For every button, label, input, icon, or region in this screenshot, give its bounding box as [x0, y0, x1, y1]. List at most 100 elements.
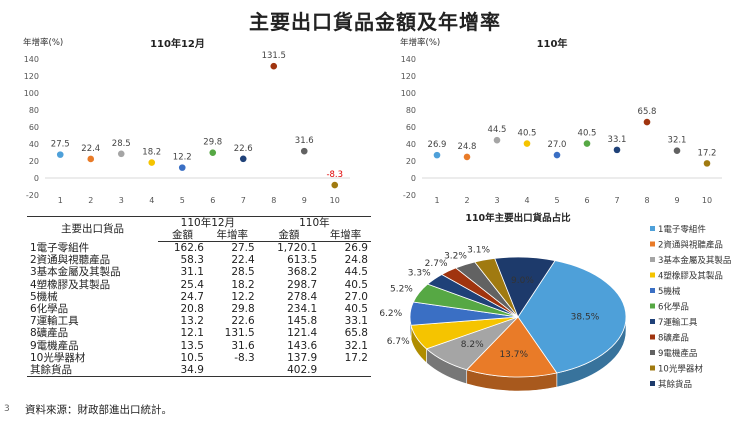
table-cell-value	[207, 364, 258, 376]
data-point	[643, 118, 651, 126]
x-tick-label: 3	[119, 196, 124, 205]
legend-swatch	[650, 257, 655, 262]
table-header-year: 110年	[299, 217, 330, 229]
legend-label: 其餘貨品	[658, 379, 692, 390]
table-cell-item: 6化學品	[30, 303, 69, 316]
table-header-item: 主要出口貨品	[61, 223, 125, 236]
data-point	[463, 153, 471, 161]
data-point	[209, 149, 217, 156]
table-subheader: 金額	[257, 229, 321, 242]
legend-swatch	[650, 381, 655, 386]
table-cell-value: 13.2	[180, 315, 204, 328]
table-cell-value: 613.5	[287, 254, 318, 267]
x-tick-label: 7	[241, 196, 246, 205]
data-point	[148, 159, 156, 166]
y-tick-label: 20	[29, 157, 39, 166]
table-row: 9電機產品 13.5 31.6 143.6 32.1	[27, 340, 371, 352]
table-row: 7運輸工具 13.2 22.6 145.8 33.1	[27, 315, 371, 327]
data-label: 27.5	[51, 140, 70, 150]
legend-swatch	[650, 226, 655, 231]
table-row: 1電子零組件 162.6 27.5 1,720.1 26.9	[27, 242, 371, 255]
table-cell-value: 17.2	[344, 351, 368, 364]
pie-slice-label: 13.7%	[499, 350, 528, 360]
table-row: 8礦產品 12.1 131.5 121.4 65.8	[27, 327, 371, 339]
legend-swatch	[650, 288, 655, 293]
legend-label: 10光學器材	[658, 364, 703, 375]
data-label: 12.2	[173, 153, 192, 163]
table-header-month: 110年12月	[180, 217, 236, 229]
legend-swatch	[650, 272, 655, 278]
x-tick-label: 1	[434, 196, 439, 205]
legend-swatch	[650, 241, 655, 247]
table-cell-item: 4塑橡膠及其製品	[30, 278, 111, 291]
table-row: 10光學器材 10.5 -8.3 137.9 17.2	[27, 352, 371, 364]
table-cell-value: 34.9	[180, 364, 204, 377]
pie-slice-label: 8.2%	[461, 340, 484, 350]
legend-label: 6化學品	[658, 302, 689, 313]
table-row: 4塑橡膠及其製品 25.4 18.2 298.7 40.5	[27, 279, 371, 291]
legend-label: 8礦產品	[658, 333, 689, 344]
x-tick-label: 4	[149, 196, 154, 205]
table-cell-value: 27.0	[344, 290, 368, 303]
table-cell-value: 137.9	[287, 351, 318, 364]
data-point	[239, 155, 247, 163]
data-point	[117, 150, 125, 158]
x-tick-label: 4	[524, 196, 529, 205]
data-point	[56, 151, 64, 158]
table-cell-value: 143.6	[287, 339, 318, 352]
y-tick-label: 120	[401, 72, 416, 81]
y-tick-label: 40	[406, 140, 416, 149]
legend-label: 4塑橡膠及其製品	[658, 271, 723, 282]
data-point	[703, 160, 711, 167]
legend-label: 1電子零組件	[658, 224, 706, 235]
data-label: 29.8	[203, 138, 222, 148]
data-label: 32.1	[668, 136, 687, 146]
page-number: 3	[4, 404, 10, 414]
y-tick-label: 60	[406, 123, 416, 132]
table-cell-item: 8礦產品	[30, 327, 69, 340]
y-tick-label: 80	[29, 106, 39, 115]
data-label: 33.1	[608, 135, 627, 145]
data-label: 131.5	[262, 51, 286, 61]
legend-swatch	[650, 365, 655, 371]
legend-swatch	[650, 350, 655, 355]
y-tick-label: 140	[401, 55, 416, 64]
table-row: 其餘貨品 34.9 402.9	[27, 364, 371, 376]
pie-chart-share: 110年主要出口貨品占比 38.5% 13.7% 8.2% 6.7% 6.2% 5.2% 3.…	[379, 212, 731, 392]
table-cell-value: 20.8	[180, 303, 204, 316]
scatter-chart-year: -20 0 20 40 60 80 100 120 140 年增率(%) 110年 26.9 1 24.8…	[400, 37, 722, 205]
table-cell-value: 40.5	[344, 303, 368, 316]
data-point	[178, 164, 186, 171]
pie-slice-label: 9.0%	[511, 276, 534, 286]
legend-label: 3基本金屬及其製品	[658, 255, 731, 266]
y-tick-label: 60	[29, 123, 39, 132]
y-axis-label: 年增率(%)	[23, 37, 63, 48]
x-tick-label: 2	[88, 196, 93, 205]
table-cell-value: 131.5	[224, 327, 255, 340]
x-tick-label: 9	[674, 196, 679, 205]
table-cell-item: 5機械	[30, 290, 58, 303]
table-cell-value: 28.5	[231, 266, 255, 279]
data-label: 28.5	[112, 139, 131, 149]
table-row: 5機械 24.7 12.2 278.4 27.0	[27, 291, 371, 303]
y-tick-label: -20	[403, 191, 416, 200]
table-cell-value: 44.5	[344, 266, 368, 279]
table-cell-item: 7運輸工具	[30, 315, 79, 328]
table-cell-value: 40.5	[344, 278, 368, 291]
table-cell-value: 1,720.1	[277, 242, 318, 254]
y-tick-label: 140	[24, 55, 39, 64]
table-cell-value: 278.4	[287, 290, 318, 303]
data-point	[300, 147, 308, 155]
export-table: 主要出口貨品 110年12月 110年 金額 年增率 金額 年增率 1電子零組件…	[27, 216, 371, 378]
table-cell-value: 298.7	[287, 278, 318, 291]
table-cell-value: 145.8	[287, 315, 318, 328]
table-cell-item: 9電機產品	[30, 339, 79, 352]
chart-title: 110年主要出口貨品占比	[465, 212, 571, 224]
data-label: 44.5	[488, 125, 507, 135]
pie-slice-label: 38.5%	[571, 313, 600, 323]
table-cell-item: 3基本金屬及其製品	[30, 266, 121, 279]
legend-swatch	[650, 303, 655, 309]
table-cell-value: 18.2	[231, 278, 255, 291]
y-axis-label: 年增率(%)	[400, 37, 440, 48]
data-point	[613, 146, 621, 154]
